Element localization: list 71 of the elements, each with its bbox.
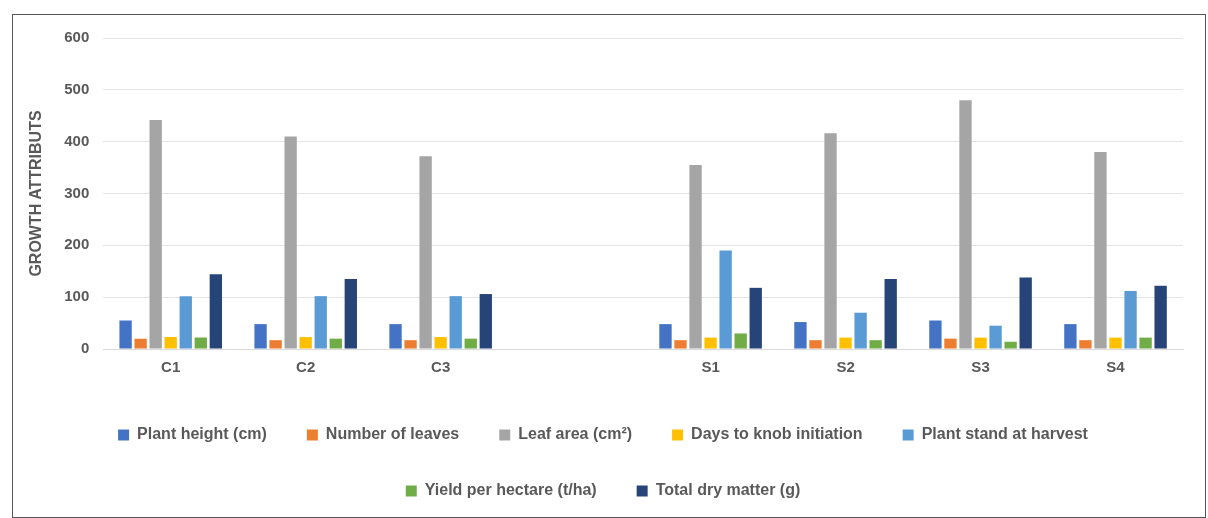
bar (1019, 277, 1032, 349)
legend-label: Plant stand at harvest (921, 425, 1089, 443)
y-tick-label: 200 (64, 235, 90, 253)
bar (389, 324, 402, 349)
x-tick-label: C3 (431, 358, 451, 376)
bar (329, 338, 342, 349)
bar (974, 337, 987, 349)
bar (1004, 341, 1017, 349)
bar (479, 294, 492, 349)
bar (134, 338, 147, 349)
legend-label: Number of leaves (325, 425, 460, 443)
bar (1124, 290, 1137, 349)
bar (434, 337, 447, 349)
bar (989, 325, 1002, 349)
x-tick-label: S1 (701, 358, 720, 376)
bar (464, 338, 477, 349)
legend-label: Leaf area (cm²) (518, 425, 633, 443)
bar (1109, 337, 1122, 349)
legend-label: Plant height (cm) (137, 425, 267, 443)
bar (674, 340, 687, 349)
legend-label: Days to knob initiation (691, 425, 863, 443)
y-tick-label: 600 (64, 28, 90, 46)
bar (659, 324, 672, 349)
bar (869, 340, 882, 349)
bar (959, 100, 972, 349)
bar (449, 296, 462, 349)
bar (1064, 324, 1077, 349)
bar (749, 287, 762, 349)
bar (824, 133, 837, 349)
bar (164, 337, 177, 349)
y-tick-label: 0 (80, 339, 90, 357)
bar (269, 340, 282, 349)
bar (689, 164, 702, 349)
bar (344, 279, 357, 349)
x-tick-label: C1 (161, 358, 181, 376)
bar (944, 338, 957, 349)
legend-label: Yield per hectare (t/ha) (424, 481, 597, 499)
bar (119, 320, 132, 349)
bar (149, 119, 162, 349)
x-tick-label: C2 (296, 358, 316, 376)
bar (209, 274, 222, 349)
y-axis-title: GROWTH ATTRIBUTS (27, 110, 45, 277)
bar (719, 250, 732, 349)
bar (704, 337, 717, 349)
bar (809, 340, 822, 349)
bar (1079, 340, 1092, 349)
bar (194, 337, 207, 349)
y-tick-label: 300 (64, 183, 90, 201)
bar (794, 322, 807, 349)
bar (404, 340, 417, 349)
bar (254, 324, 267, 349)
bar (314, 296, 327, 349)
legend-label: Total dry matter (g) (655, 481, 801, 499)
x-tick-label: S4 (1106, 358, 1126, 376)
bar (419, 156, 432, 349)
x-tick-label: S3 (971, 358, 990, 376)
bar (734, 333, 747, 349)
bar (1139, 337, 1152, 349)
bar (854, 312, 867, 349)
bar (1094, 152, 1107, 349)
y-tick-label: 400 (64, 131, 90, 149)
y-tick-label: 100 (64, 287, 90, 305)
bar (179, 296, 192, 349)
bar (284, 136, 297, 349)
bar (1154, 285, 1167, 349)
x-tick-label: S2 (836, 358, 855, 376)
bar (884, 279, 897, 349)
y-tick-label: 500 (64, 79, 90, 97)
bar (839, 337, 852, 349)
bar (299, 337, 312, 349)
bar (929, 320, 942, 349)
